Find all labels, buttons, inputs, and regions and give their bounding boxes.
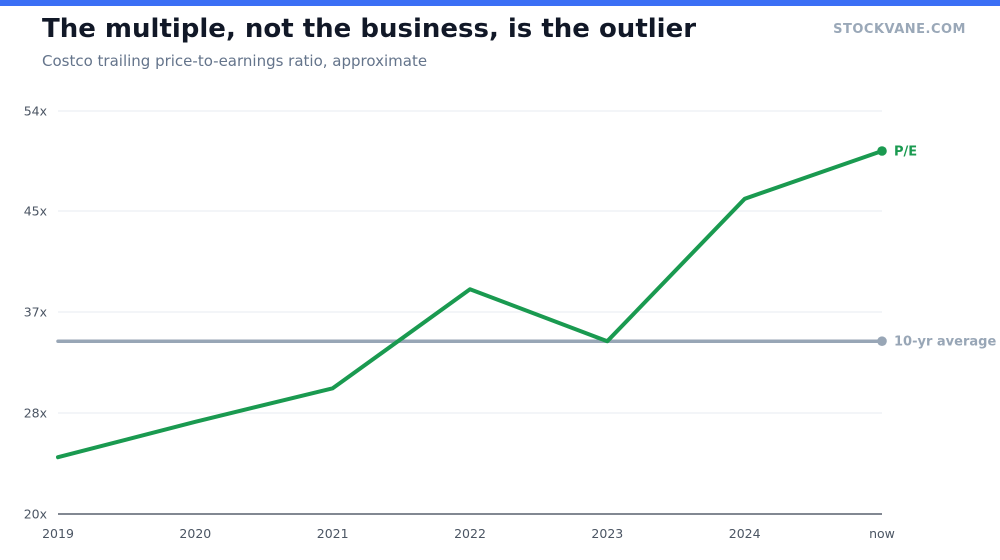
pe-series-label: P/E [894,145,917,160]
x-tick-label: 2022 [454,526,486,541]
y-tick-label: 54x [24,104,47,119]
pe-series-line [56,149,884,460]
chart-title: The multiple, not the business, is the o… [42,14,697,44]
grid-lines [58,110,882,414]
average-series-label: 10-yr average [894,335,996,350]
x-tick-label: 2024 [729,526,761,541]
x-axis-ticks: 2019 2020 2021 2022 2023 2024 now [42,526,895,541]
x-tick-label: 2020 [179,526,211,541]
x-tick-label: 2021 [317,526,349,541]
y-tick-label: 45x [24,204,47,219]
y-tick-label: 37x [24,305,47,320]
top-accent-bar [0,0,1000,6]
y-axis-ticks: 20x 28x 37x 45x 54x [24,104,47,522]
x-tick-label: now [869,526,895,541]
y-tick-label: 28x [24,406,47,421]
brand-watermark: STOCKVANE.COM [833,22,966,37]
x-tick-label: 2023 [591,526,623,541]
average-end-point [877,336,887,346]
series-lines [56,146,887,460]
chart-subtitle: Costco trailing price-to-earnings ratio,… [42,52,428,70]
x-tick-label: 2019 [42,526,74,541]
pe-end-point [877,146,887,156]
y-tick-label: 20x [24,507,47,522]
series-labels: 10-yr average P/E [894,145,996,350]
